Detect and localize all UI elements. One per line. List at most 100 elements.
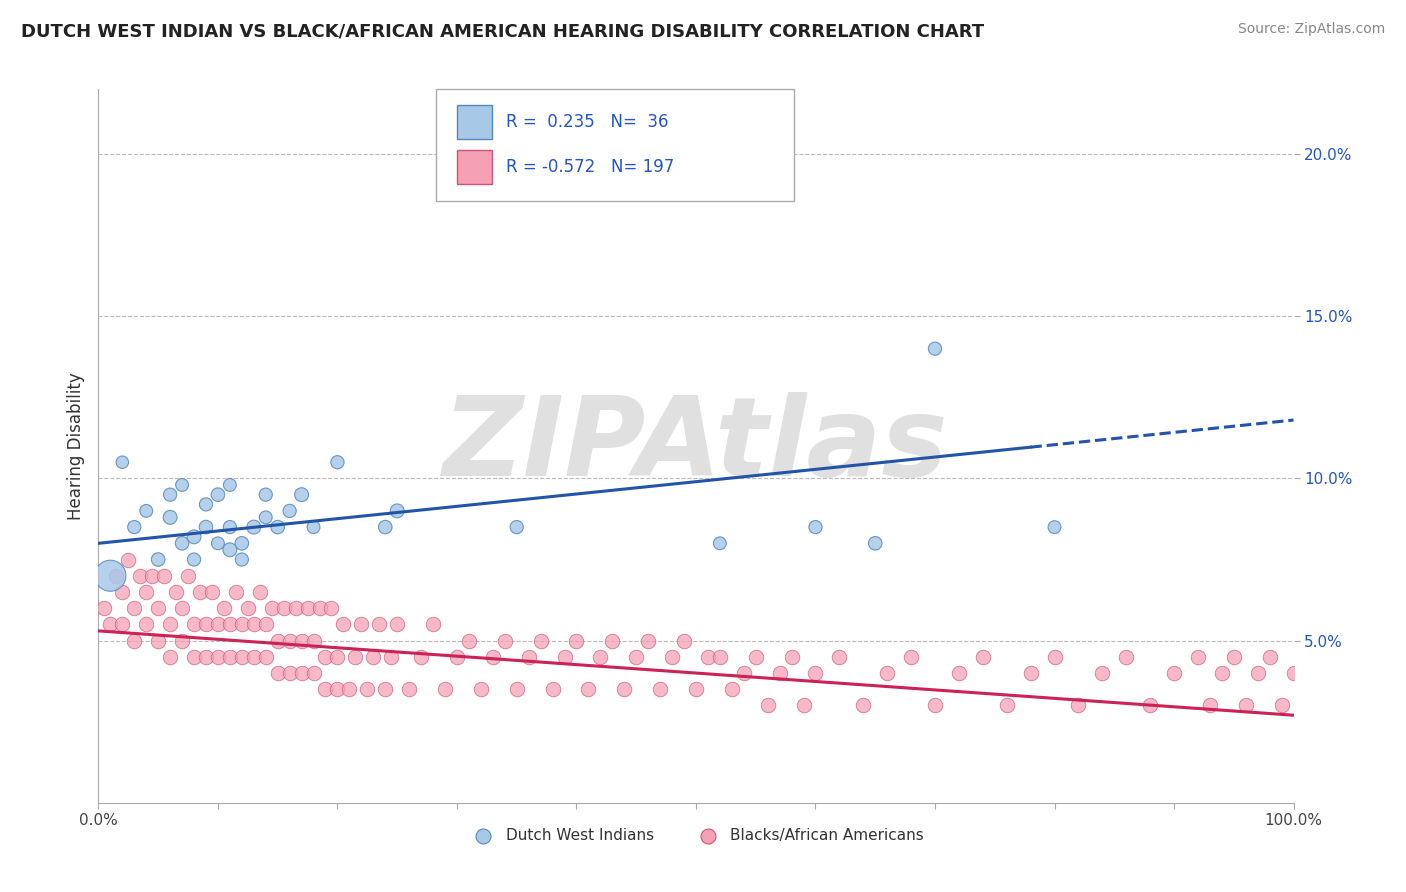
Point: [105, 568, 128, 582]
Point: [745, 649, 768, 664]
Point: [172, 536, 194, 550]
Point: [626, 649, 648, 664]
Point: [1163, 666, 1185, 681]
Point: [111, 585, 134, 599]
Point: [172, 633, 194, 648]
Point: [129, 568, 152, 582]
Point: [302, 520, 325, 534]
Point: [148, 601, 170, 615]
Point: [924, 698, 946, 713]
Point: [948, 666, 970, 681]
Point: [1067, 698, 1090, 713]
Point: [278, 666, 301, 681]
Point: [183, 617, 205, 632]
Point: [219, 520, 242, 534]
Point: [344, 649, 367, 664]
Point: [650, 682, 672, 697]
Point: [709, 536, 731, 550]
Point: [326, 682, 349, 697]
Point: [98, 568, 122, 582]
Point: [876, 666, 898, 681]
Text: R =  0.235   N=  36: R = 0.235 N= 36: [506, 113, 669, 131]
Point: [183, 552, 205, 566]
Point: [315, 649, 337, 664]
Point: [530, 633, 553, 648]
Point: [219, 542, 242, 557]
Point: [828, 649, 851, 664]
Text: R = -0.572   N= 197: R = -0.572 N= 197: [506, 158, 675, 176]
Point: [141, 568, 163, 582]
Point: [297, 601, 319, 615]
Point: [494, 633, 516, 648]
Point: [661, 649, 683, 664]
Point: [673, 633, 696, 648]
Point: [411, 649, 433, 664]
Legend: Dutch West Indians, Blacks/African Americans: Dutch West Indians, Blacks/African Ameri…: [461, 822, 931, 848]
Point: [159, 617, 181, 632]
Point: [1247, 666, 1270, 681]
Point: [207, 649, 229, 664]
Point: [1139, 698, 1161, 713]
Point: [446, 649, 468, 664]
Point: [972, 649, 994, 664]
Point: [434, 682, 457, 697]
Point: [374, 682, 396, 697]
Point: [195, 520, 218, 534]
Point: [1091, 666, 1114, 681]
Point: [135, 504, 157, 518]
Point: [385, 617, 409, 632]
Point: [159, 510, 181, 524]
Point: [589, 649, 612, 664]
Point: [613, 682, 636, 697]
Point: [243, 617, 266, 632]
Point: [350, 617, 373, 632]
Point: [195, 649, 218, 664]
Point: [339, 682, 361, 697]
Point: [637, 633, 659, 648]
Text: ZIPAtlas: ZIPAtlas: [443, 392, 949, 500]
Point: [995, 698, 1018, 713]
Point: [1199, 698, 1222, 713]
Point: [326, 455, 349, 469]
Point: [183, 530, 205, 544]
Point: [291, 488, 314, 502]
Point: [254, 488, 277, 502]
Point: [284, 601, 307, 615]
Point: [374, 520, 396, 534]
Text: Source: ZipAtlas.com: Source: ZipAtlas.com: [1237, 22, 1385, 37]
Point: [278, 633, 301, 648]
Point: [1258, 649, 1281, 664]
Point: [273, 601, 295, 615]
Point: [332, 617, 354, 632]
Point: [254, 617, 277, 632]
Point: [201, 585, 224, 599]
Point: [124, 601, 146, 615]
Point: [1043, 649, 1066, 664]
Point: [207, 488, 229, 502]
Point: [422, 617, 444, 632]
Point: [398, 682, 420, 697]
Point: [697, 649, 720, 664]
Point: [554, 649, 576, 664]
Point: [363, 649, 385, 664]
Point: [1234, 698, 1257, 713]
Point: [780, 649, 803, 664]
Point: [924, 342, 946, 356]
Point: [291, 666, 314, 681]
Point: [124, 520, 146, 534]
Point: [231, 552, 253, 566]
Point: [541, 682, 564, 697]
Point: [111, 617, 134, 632]
Point: [135, 617, 157, 632]
Point: [165, 585, 187, 599]
Point: [1115, 649, 1137, 664]
Point: [135, 585, 157, 599]
Point: [321, 601, 343, 615]
Point: [159, 649, 181, 664]
Point: [1271, 698, 1294, 713]
Point: [1043, 520, 1066, 534]
Point: [195, 497, 218, 511]
Point: [183, 649, 205, 664]
Point: [111, 455, 134, 469]
Point: [177, 568, 200, 582]
